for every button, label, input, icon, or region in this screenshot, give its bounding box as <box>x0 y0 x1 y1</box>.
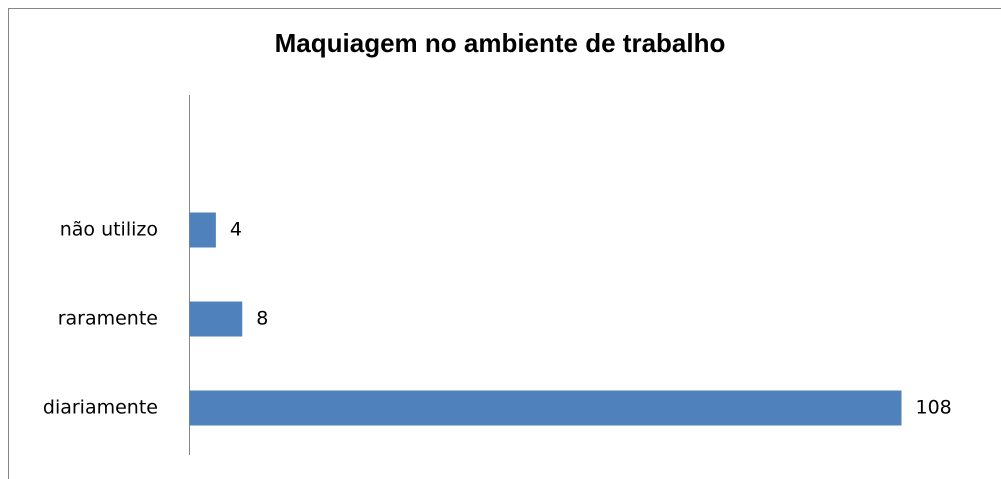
y-tick-label: diariamente <box>43 397 158 419</box>
bar <box>189 212 216 248</box>
y-tick-label: não utilizo <box>60 219 158 241</box>
bar <box>189 390 902 426</box>
data-label: 4 <box>230 219 242 241</box>
bar <box>189 301 243 337</box>
data-label: 108 <box>916 397 952 419</box>
data-label: 8 <box>256 308 268 330</box>
y-tick-label: raramente <box>58 308 158 330</box>
chart-title: Maquiagem no ambiente de trabalho <box>275 28 726 58</box>
